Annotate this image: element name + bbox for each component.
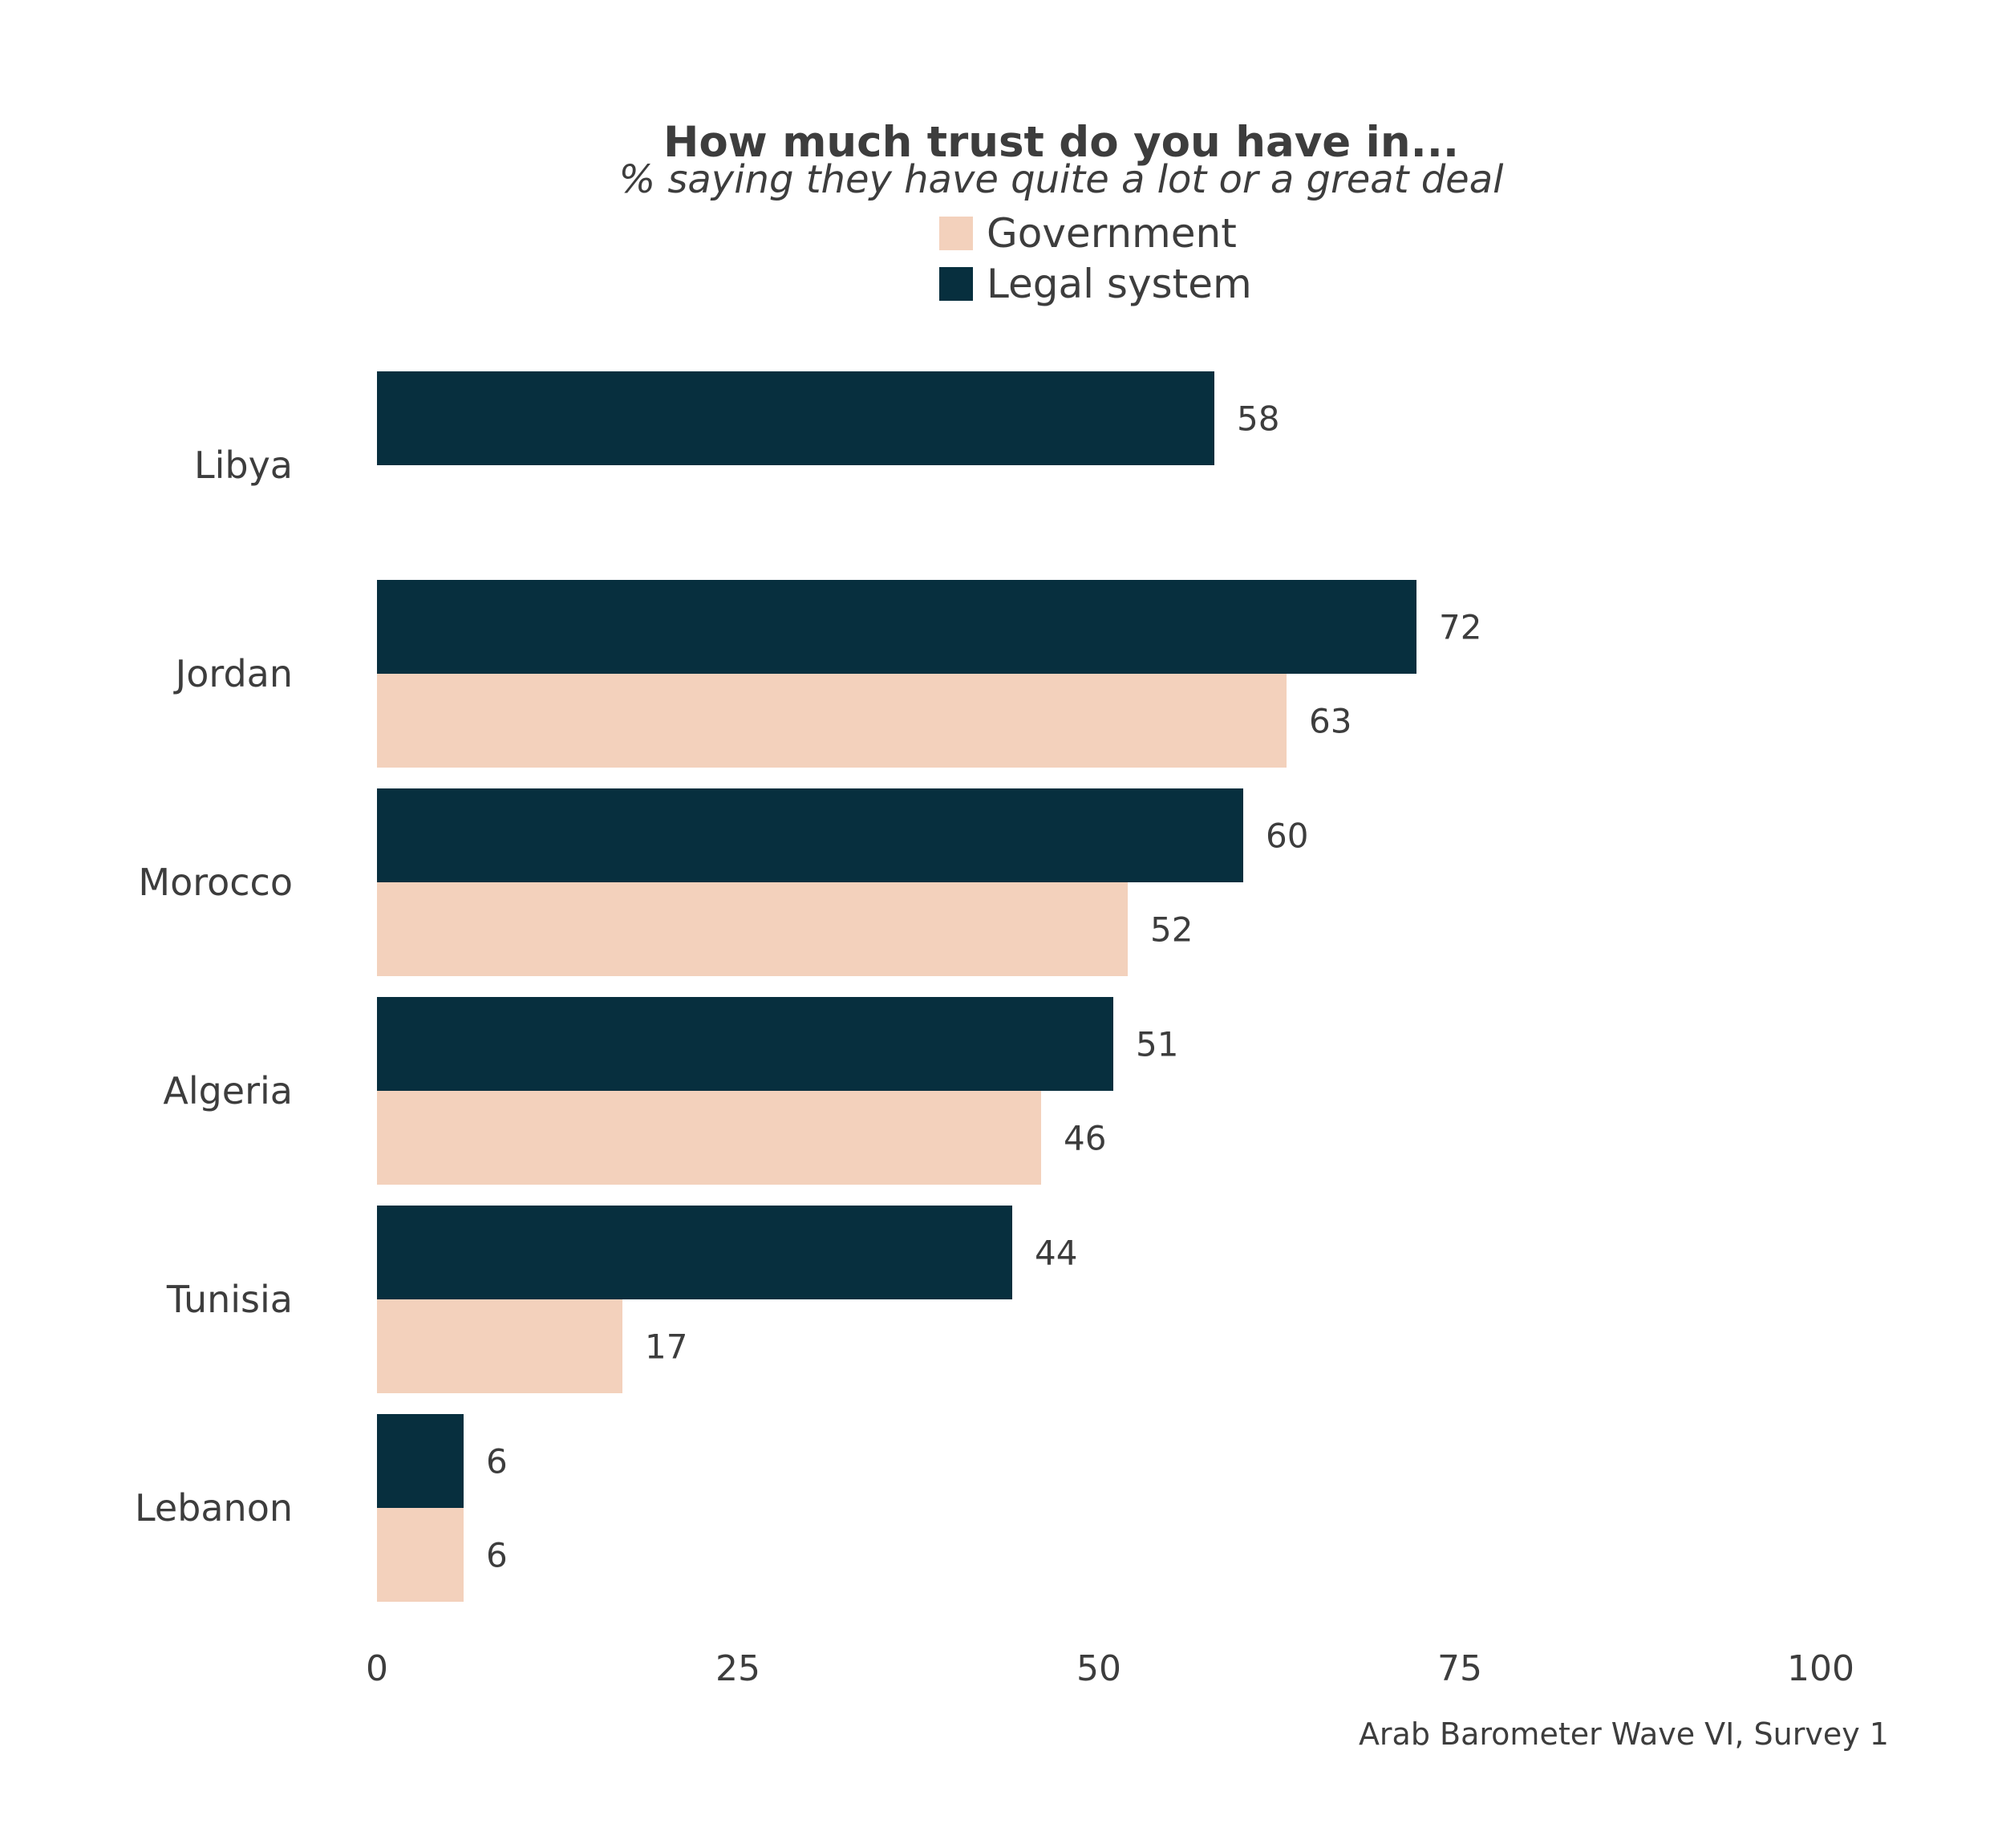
legend-label-legal-system: Legal system: [987, 261, 1252, 307]
category-label-algeria: Algeria: [163, 1069, 293, 1112]
bar-legal-system-morocco: [377, 788, 1243, 882]
data-label-legal-system-jordan: 72: [1439, 608, 1481, 647]
x-tick-label-75: 75: [1437, 1648, 1482, 1689]
category-labels: Libya Jordan Morocco Algeria Tunisia Lebanon: [135, 444, 293, 1530]
bar-legal-system-tunisia: [377, 1206, 1012, 1299]
x-tick-label-100: 100: [1787, 1648, 1854, 1689]
chart-subtitle: % saying they have quite a lot or a grea…: [619, 157, 1505, 202]
legend-label-government: Government: [987, 210, 1237, 257]
data-label-government-algeria: 46: [1064, 1119, 1106, 1158]
bar-government-jordan: [377, 674, 1287, 768]
x-tick-label-0: 0: [366, 1648, 388, 1689]
category-label-jordan: Jordan: [173, 652, 293, 695]
category-label-lebanon: Lebanon: [135, 1486, 293, 1530]
category-label-morocco: Morocco: [138, 861, 293, 904]
bar-legal-system-jordan: [377, 580, 1416, 674]
category-label-libya: Libya: [194, 444, 293, 487]
chart-caption: Arab Barometer Wave VI, Survey 1: [1359, 1716, 1889, 1752]
legend-swatch-government: [939, 217, 973, 250]
bar-government-lebanon: [377, 1508, 464, 1602]
legend: Government Legal system: [939, 210, 1252, 307]
data-label-government-tunisia: 17: [645, 1327, 687, 1367]
bar-legal-system-lebanon: [377, 1414, 464, 1508]
data-label-government-jordan: 63: [1309, 702, 1352, 741]
legend-swatch-legal-system: [939, 267, 973, 301]
data-label-legal-system-libya: 58: [1237, 399, 1279, 439]
x-tick-label-25: 25: [715, 1648, 760, 1689]
data-labels: 58 72 63 60 52 51 46 44 17 6 6: [486, 399, 1481, 1575]
data-label-legal-system-morocco: 60: [1266, 817, 1308, 856]
data-label-government-morocco: 52: [1150, 910, 1193, 950]
x-tick-label-50: 50: [1076, 1648, 1121, 1689]
bar-government-algeria: [377, 1091, 1041, 1185]
data-label-legal-system-tunisia: 44: [1035, 1234, 1077, 1273]
category-label-tunisia: Tunisia: [166, 1278, 293, 1321]
data-label-legal-system-lebanon: 6: [486, 1442, 508, 1481]
bar-legal-system-algeria: [377, 997, 1113, 1091]
chart-title: How much trust do you have in...: [663, 118, 1459, 167]
bars: [377, 371, 1416, 1602]
data-label-legal-system-algeria: 51: [1136, 1025, 1178, 1064]
bar-legal-system-libya: [377, 371, 1214, 465]
data-label-government-lebanon: 6: [486, 1536, 508, 1575]
bar-government-morocco: [377, 882, 1128, 976]
bar-government-tunisia: [377, 1299, 622, 1393]
x-axis-ticks: 0 25 50 75 100: [366, 1648, 1854, 1689]
